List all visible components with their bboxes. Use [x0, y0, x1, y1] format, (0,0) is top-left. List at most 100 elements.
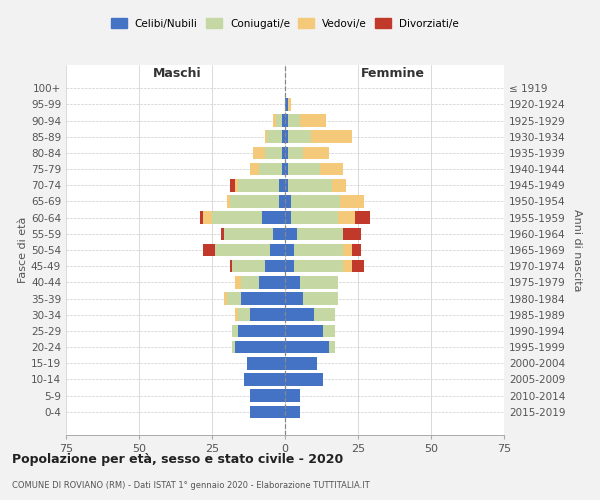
Bar	[320, 163, 343, 175]
Bar	[250, 163, 259, 175]
Bar	[343, 260, 352, 272]
Bar	[302, 146, 329, 159]
Text: Popolazione per età, sesso e stato civile - 2020: Popolazione per età, sesso e stato civil…	[12, 452, 343, 466]
Bar	[291, 212, 338, 224]
Bar	[259, 276, 285, 288]
Bar	[343, 244, 352, 256]
Bar	[285, 228, 296, 240]
Bar	[285, 292, 302, 305]
Bar	[274, 228, 285, 240]
Bar	[285, 276, 299, 288]
Bar	[230, 260, 232, 272]
Bar	[285, 357, 317, 370]
Bar	[235, 179, 238, 192]
Bar	[302, 292, 338, 305]
Bar	[282, 114, 285, 127]
Bar	[271, 244, 285, 256]
Bar	[355, 212, 370, 224]
Bar	[288, 114, 299, 127]
Bar	[340, 195, 364, 208]
Text: Maschi: Maschi	[152, 67, 201, 80]
Bar	[285, 406, 299, 418]
Bar	[230, 179, 235, 192]
Bar	[285, 98, 288, 110]
Bar	[274, 114, 276, 127]
Bar	[285, 324, 323, 337]
Bar	[265, 130, 268, 143]
Bar	[332, 179, 346, 192]
Y-axis label: Fasce di età: Fasce di età	[18, 217, 28, 283]
Bar	[265, 260, 285, 272]
Bar	[343, 228, 361, 240]
Bar	[288, 163, 320, 175]
Bar	[230, 195, 279, 208]
Bar	[285, 195, 291, 208]
Text: Femmine: Femmine	[361, 67, 425, 80]
Bar	[250, 390, 285, 402]
Bar	[285, 130, 288, 143]
Bar	[288, 179, 332, 192]
Bar	[265, 146, 282, 159]
Bar	[232, 341, 235, 353]
Bar	[268, 130, 282, 143]
Bar	[238, 308, 250, 321]
Bar	[235, 308, 238, 321]
Bar	[338, 212, 355, 224]
Bar	[311, 130, 352, 143]
Bar	[288, 146, 302, 159]
Bar	[235, 276, 241, 288]
Bar	[253, 146, 265, 159]
Bar	[314, 308, 335, 321]
Bar	[203, 244, 215, 256]
Bar	[221, 228, 224, 240]
Text: COMUNE DI ROVIANO (RM) - Dati ISTAT 1° gennaio 2020 - Elaborazione TUTTITALIA.IT: COMUNE DI ROVIANO (RM) - Dati ISTAT 1° g…	[12, 480, 370, 490]
Bar	[224, 292, 227, 305]
Bar	[285, 390, 299, 402]
Bar	[224, 228, 274, 240]
Bar	[296, 228, 343, 240]
Bar	[352, 260, 364, 272]
Bar	[282, 146, 285, 159]
Bar	[241, 292, 285, 305]
Bar	[200, 212, 203, 224]
Bar	[323, 324, 335, 337]
Bar	[241, 276, 259, 288]
Bar	[232, 260, 265, 272]
Bar	[238, 324, 285, 337]
Bar	[285, 212, 291, 224]
Legend: Celibi/Nubili, Coniugati/e, Vedovi/e, Divorziati/e: Celibi/Nubili, Coniugati/e, Vedovi/e, Di…	[111, 18, 459, 28]
Bar	[294, 260, 343, 272]
Bar	[203, 212, 212, 224]
Bar	[288, 98, 291, 110]
Bar	[215, 244, 271, 256]
Bar	[285, 163, 288, 175]
Bar	[227, 292, 241, 305]
Bar	[294, 244, 343, 256]
Bar	[212, 212, 262, 224]
Bar	[276, 114, 282, 127]
Bar	[262, 212, 285, 224]
Bar	[282, 163, 285, 175]
Bar	[299, 114, 326, 127]
Bar	[279, 195, 285, 208]
Bar	[285, 146, 288, 159]
Bar	[285, 373, 323, 386]
Bar	[285, 179, 288, 192]
Bar	[227, 195, 230, 208]
Bar	[285, 341, 329, 353]
Bar	[291, 195, 340, 208]
Bar	[299, 276, 338, 288]
Bar	[285, 308, 314, 321]
Y-axis label: Anni di nascita: Anni di nascita	[572, 209, 582, 291]
Bar	[285, 260, 294, 272]
Bar	[285, 114, 288, 127]
Bar	[250, 308, 285, 321]
Bar	[288, 130, 311, 143]
Bar	[279, 179, 285, 192]
Bar	[259, 163, 282, 175]
Bar	[282, 130, 285, 143]
Bar	[232, 324, 238, 337]
Bar	[235, 341, 285, 353]
Bar	[250, 406, 285, 418]
Bar	[352, 244, 361, 256]
